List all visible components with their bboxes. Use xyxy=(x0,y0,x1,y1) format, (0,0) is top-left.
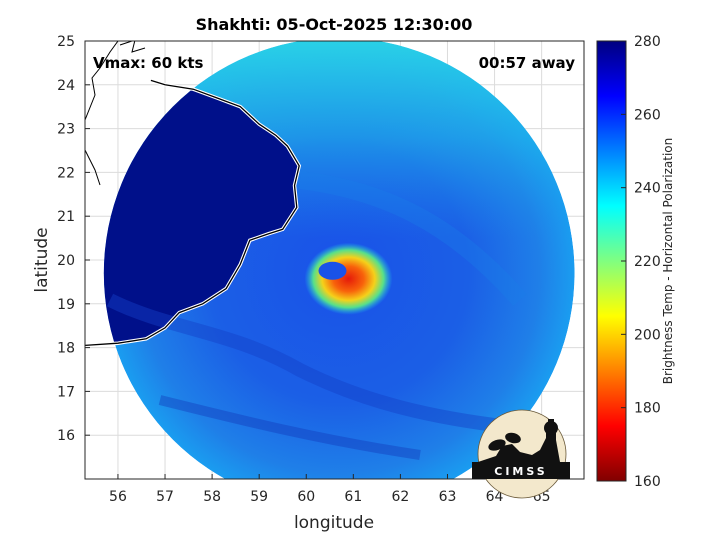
coastline xyxy=(85,79,300,347)
colorbar-ticks: 160 180 200 220 240 260 280 xyxy=(621,34,661,490)
y-tick-label: 17 xyxy=(57,384,75,400)
rain-band xyxy=(158,395,421,460)
coastline-outside xyxy=(85,41,119,121)
x-tick-label: 61 xyxy=(344,489,362,505)
coastline-outside xyxy=(85,149,101,186)
y-tick-label: 24 xyxy=(57,78,75,94)
y-tick-label: 16 xyxy=(57,428,75,444)
x-tick-label: 60 xyxy=(297,489,315,505)
time-away-label: 00:57 away xyxy=(479,54,576,72)
eyewall-glow xyxy=(304,242,393,315)
coastline-outside xyxy=(119,41,146,53)
colorbar-tick-label: 200 xyxy=(634,327,661,343)
colorbar-tick-label: 220 xyxy=(634,254,661,270)
y-tick-label: 22 xyxy=(57,165,75,181)
chart-title: Shakhti: 05-Oct-2025 12:30:00 xyxy=(196,15,473,34)
rain-band xyxy=(298,171,527,306)
colorbar-label: Brightness Temp - Horizontal Polarizatio… xyxy=(661,138,675,385)
colorbar-tick-label: 160 xyxy=(634,474,661,490)
x-tick-label: 56 xyxy=(109,489,127,505)
y-tick-label: 18 xyxy=(57,341,75,357)
x-tick-label: 58 xyxy=(203,489,221,505)
colorbar-tick-label: 280 xyxy=(634,34,661,50)
x-tick-label: 64 xyxy=(486,489,504,505)
y-tick-label: 25 xyxy=(57,34,75,50)
y-axis-ticks: 16 17 18 19 20 21 22 23 24 25 xyxy=(57,34,90,444)
x-axis-ticks: 56 57 58 59 60 61 62 63 64 65 xyxy=(109,474,551,505)
colorbar-tick-label: 260 xyxy=(634,107,661,123)
cimss-logo-icon: CIMSS xyxy=(472,409,570,499)
vmax-label: Vmax: 60 kts xyxy=(93,54,203,72)
x-tick-label: 62 xyxy=(391,489,409,505)
colorbar-tick-label: 240 xyxy=(634,181,661,197)
x-tick-label: 63 xyxy=(439,489,457,505)
y-tick-label: 19 xyxy=(57,297,75,313)
x-tick-label: 59 xyxy=(250,489,268,505)
colorbar-tick-label: 180 xyxy=(634,401,661,417)
storm-eye xyxy=(318,261,347,280)
x-tick-label: 57 xyxy=(156,489,174,505)
y-tick-label: 20 xyxy=(57,253,75,269)
logo-text: CIMSS xyxy=(494,465,547,478)
microwave-swath xyxy=(85,41,575,479)
y-tick-label: 21 xyxy=(57,209,75,225)
y-axis-label: latitude xyxy=(32,227,52,292)
y-tick-label: 23 xyxy=(57,122,75,138)
x-axis-label: longitude xyxy=(294,513,374,533)
